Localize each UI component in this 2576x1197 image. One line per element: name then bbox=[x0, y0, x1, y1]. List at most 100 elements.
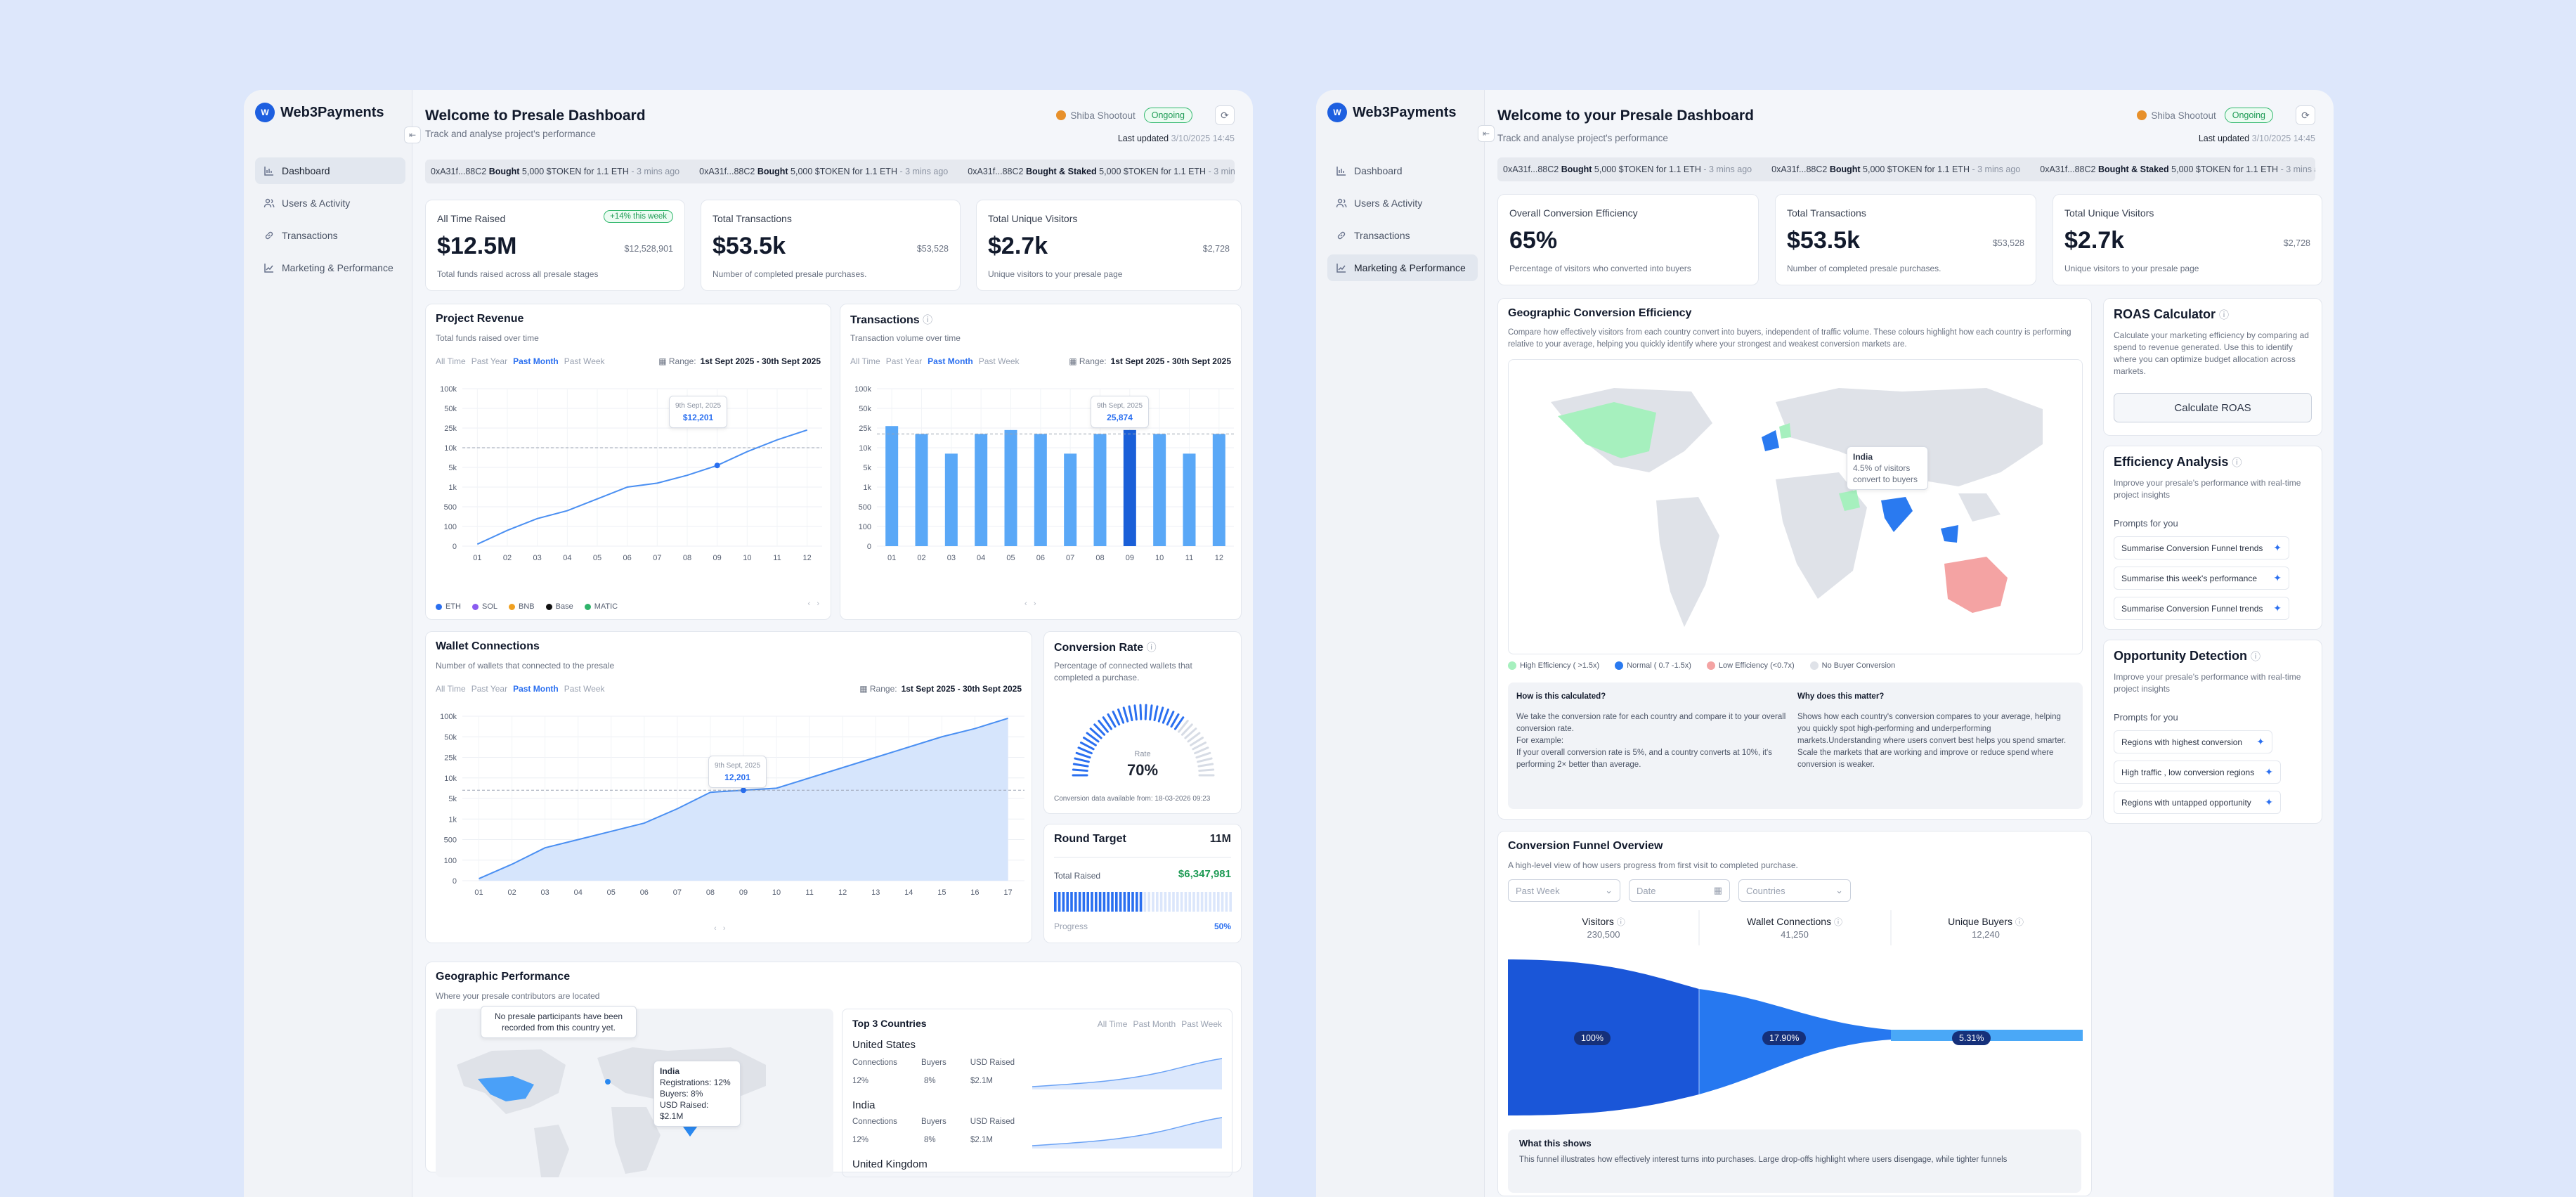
progress-segment bbox=[1192, 892, 1195, 912]
date-range[interactable]: ▦ Range: 1st Sept 2025 - 30th Sept 2025 bbox=[658, 356, 821, 366]
prompt-button[interactable]: Summarise Conversion Funnel trends ✦ bbox=[2114, 597, 2289, 620]
transaction-bar[interactable] bbox=[1123, 429, 1136, 546]
legend-label: BNB bbox=[519, 602, 535, 611]
tab-past-week[interactable]: Past Week bbox=[1181, 1019, 1222, 1029]
refresh-button[interactable]: ⟳ bbox=[1215, 105, 1235, 125]
filter-all-time[interactable]: All Time bbox=[436, 356, 466, 366]
date-range[interactable]: ▦ Range: 1st Sept 2025 - 30th Sept 2025 bbox=[859, 684, 1022, 694]
transaction-bar[interactable] bbox=[1034, 434, 1047, 546]
prompt-button[interactable]: High traffic , low conversion regions ✦ bbox=[2114, 761, 2281, 784]
main-content: Welcome to Presale Dashboard Track and a… bbox=[425, 90, 1242, 1197]
progress-segment bbox=[1188, 892, 1191, 912]
sidebar-item-dashboard[interactable]: Dashboard bbox=[1327, 157, 1478, 184]
period-select[interactable]: Past Week ⌄ bbox=[1508, 879, 1620, 902]
info-icon[interactable]: ⓘ bbox=[2015, 917, 2024, 927]
transaction-bar[interactable] bbox=[944, 453, 958, 546]
last-updated-value: 3/10/2025 14:45 bbox=[2251, 134, 2315, 143]
prompt-button[interactable]: Summarise Conversion Funnel trends ✦ bbox=[2114, 536, 2289, 559]
raised-label: Total Raised bbox=[1054, 871, 1101, 881]
collapse-sidebar-button[interactable]: ⇤ bbox=[404, 127, 421, 143]
stat-label: Total Unique Visitors bbox=[2064, 207, 2154, 219]
info-icon[interactable]: ⓘ bbox=[2232, 457, 2242, 468]
sidebar-item-users[interactable]: Users & Activity bbox=[1327, 190, 1478, 216]
transaction-bar[interactable] bbox=[1183, 453, 1196, 546]
collapse-sidebar-button[interactable]: ⇤ bbox=[1478, 125, 1495, 142]
funnel-pct-badge: 17.90% bbox=[1762, 1031, 1807, 1045]
info-icon[interactable]: ⓘ bbox=[923, 314, 933, 325]
map-low-efficiency[interactable] bbox=[1944, 557, 2008, 613]
efficiency-map[interactable] bbox=[1508, 359, 2083, 654]
filter-past-year[interactable]: Past Year bbox=[471, 356, 508, 366]
project-selector[interactable]: Shiba Shootout bbox=[2137, 110, 2216, 121]
info-icon[interactable]: ⓘ bbox=[1616, 917, 1625, 927]
transaction-bar[interactable] bbox=[1093, 434, 1107, 546]
data-point[interactable] bbox=[714, 462, 720, 469]
filter-past-week[interactable]: Past Week bbox=[564, 356, 605, 366]
chart-pager[interactable]: ‹ › bbox=[714, 924, 726, 933]
filter-past-week[interactable]: Past Week bbox=[978, 356, 1020, 366]
transaction-bar[interactable] bbox=[1064, 453, 1077, 546]
sidebar-item-marketing[interactable]: Marketing & Performance bbox=[1327, 254, 1478, 281]
transaction-bar[interactable] bbox=[1153, 434, 1166, 546]
filter-past-month[interactable]: Past Month bbox=[513, 356, 559, 366]
y-tick-label: 100 bbox=[859, 523, 871, 531]
legend-label: No Buyer Conversion bbox=[1821, 661, 1896, 670]
filter-past-year[interactable]: Past Year bbox=[471, 684, 508, 694]
data-point[interactable] bbox=[741, 787, 746, 794]
transaction-bar[interactable] bbox=[975, 434, 988, 546]
brand-logo[interactable]: W Web3Payments bbox=[1327, 103, 1456, 122]
filter-past-year[interactable]: Past Year bbox=[885, 356, 923, 366]
sidebar-item-marketing[interactable]: Marketing & Performance bbox=[255, 254, 405, 281]
gauge-tick bbox=[1072, 768, 1088, 772]
filter-all-time[interactable]: All Time bbox=[850, 356, 880, 366]
transaction-bar[interactable] bbox=[1212, 434, 1225, 546]
x-tick-label: 10 bbox=[1155, 554, 1164, 562]
transaction-bar[interactable] bbox=[1004, 429, 1017, 546]
tab-past-month[interactable]: Past Month bbox=[1133, 1019, 1176, 1029]
transaction-bar[interactable] bbox=[915, 434, 928, 546]
sidebar-item-dashboard[interactable]: Dashboard bbox=[255, 157, 405, 184]
brand-logo[interactable]: W Web3Payments bbox=[255, 103, 384, 122]
sidebar-item-label: Transactions bbox=[1354, 230, 1410, 241]
filter-past-month[interactable]: Past Month bbox=[513, 684, 559, 694]
refresh-button[interactable]: ⟳ bbox=[2296, 105, 2315, 125]
chart-pager[interactable]: ‹ › bbox=[807, 600, 820, 608]
filter-past-month[interactable]: Past Month bbox=[928, 356, 973, 366]
info-icon[interactable]: ⓘ bbox=[1146, 642, 1157, 653]
y-tick-label: 1k bbox=[863, 484, 871, 492]
map-india[interactable] bbox=[1881, 497, 1913, 532]
gauge-tick bbox=[1102, 716, 1113, 730]
date-select[interactable]: Date ▦ bbox=[1629, 879, 1730, 902]
stat-label: All Time Raised bbox=[437, 213, 506, 224]
chart-pager[interactable]: ‹ › bbox=[1024, 600, 1036, 608]
stat-exact: $12,528,901 bbox=[624, 244, 673, 254]
stat-value: 65% bbox=[1509, 227, 1558, 254]
prompt-button[interactable]: Regions with untapped opportunity ✦ bbox=[2114, 791, 2281, 814]
project-selector[interactable]: Shiba Shootout bbox=[1056, 110, 1136, 121]
sidebar-item-transactions[interactable]: Transactions bbox=[255, 222, 405, 249]
info-icon[interactable]: ⓘ bbox=[1833, 917, 1842, 927]
country-tooltip: India 4.5% of visitors convert to buyers bbox=[1847, 446, 1928, 490]
stage-name-text: Visitors bbox=[1582, 916, 1614, 927]
card-subtitle: Percentage of connected wallets that com… bbox=[1054, 661, 1192, 682]
map-high-efficiency[interactable] bbox=[1558, 402, 1656, 458]
calculate-roas-button[interactable]: Calculate ROAS bbox=[2114, 393, 2312, 422]
prompt-button[interactable]: Summarise this week's performance ✦ bbox=[2114, 567, 2289, 590]
transaction-bar[interactable] bbox=[885, 426, 899, 546]
map-usa[interactable] bbox=[478, 1076, 534, 1101]
tab-all-time[interactable]: All Time bbox=[1097, 1019, 1128, 1029]
countries-select[interactable]: Countries ⌄ bbox=[1738, 879, 1851, 902]
sidebar-item-label: Dashboard bbox=[282, 165, 330, 176]
filter-all-time[interactable]: All Time bbox=[436, 684, 466, 694]
filter-past-week[interactable]: Past Week bbox=[564, 684, 605, 694]
info-icon[interactable]: ⓘ bbox=[2219, 309, 2230, 321]
sidebar-item-transactions[interactable]: Transactions bbox=[1327, 222, 1478, 249]
prompt-button[interactable]: Regions with highest conversion ✦ bbox=[2114, 730, 2272, 753]
date-range[interactable]: ▦ Range: 1st Sept 2025 - 30th Sept 2025 bbox=[1069, 356, 1231, 366]
sparkle-icon: ✦ bbox=[2256, 736, 2265, 747]
map-normal[interactable] bbox=[1762, 430, 1779, 451]
info-icon[interactable]: ⓘ bbox=[2251, 651, 2261, 662]
opportunity-detection-card: Opportunity Detection ⓘ Improve your pre… bbox=[2103, 640, 2322, 824]
sidebar-item-users[interactable]: Users & Activity bbox=[255, 190, 405, 216]
bar-chart-icon bbox=[264, 167, 273, 176]
